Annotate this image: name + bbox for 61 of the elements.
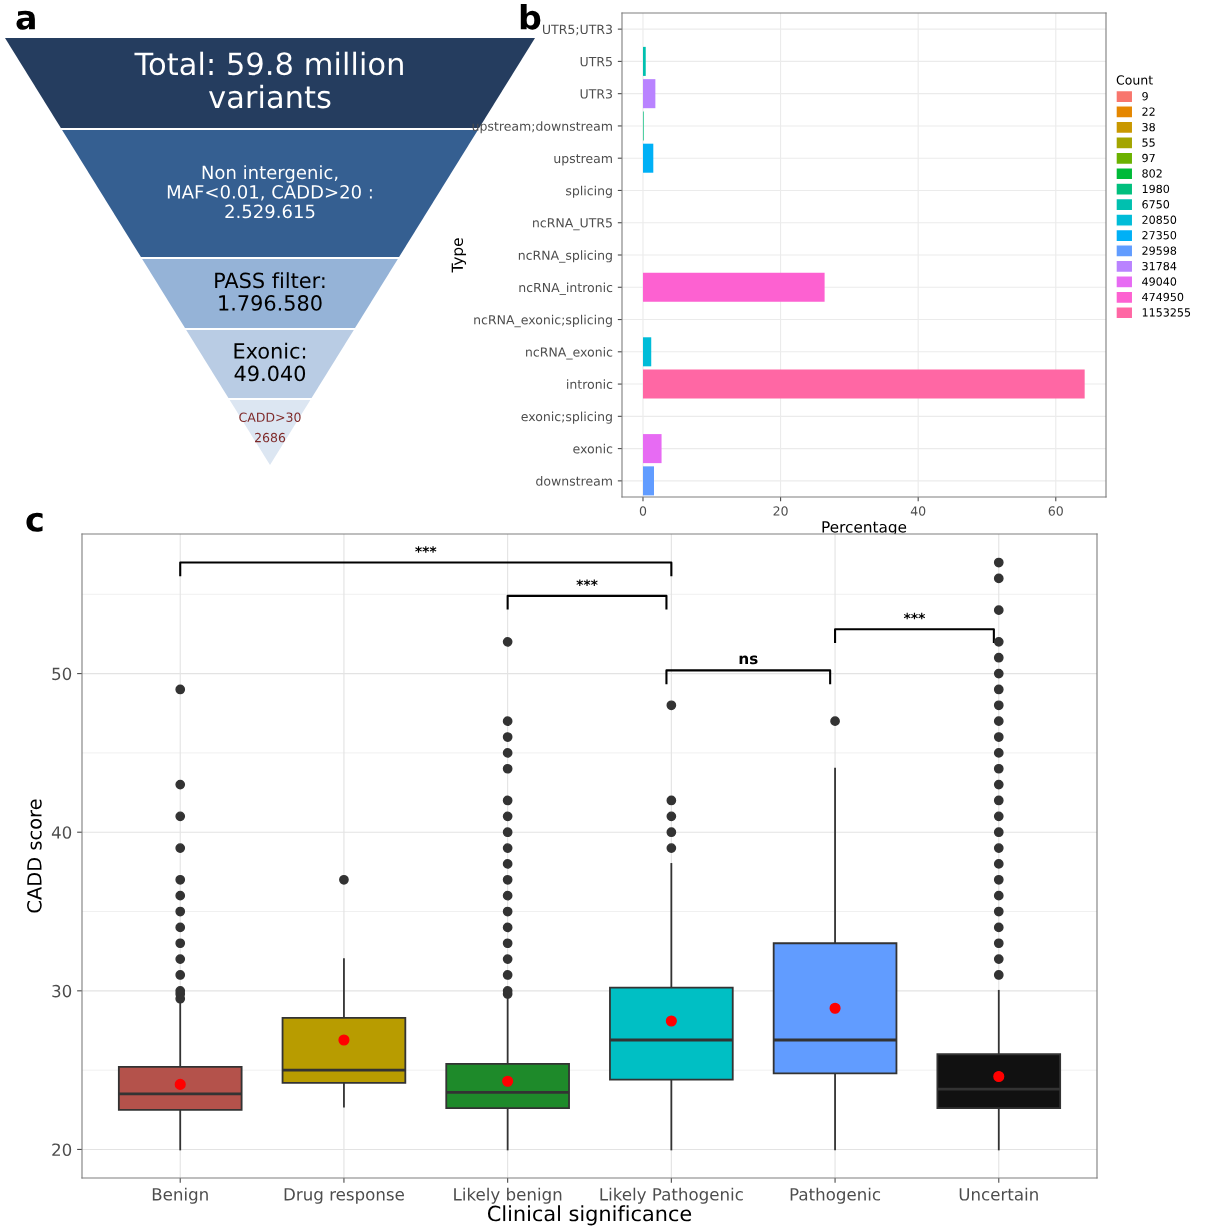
y-tick-label: intronic <box>567 379 613 389</box>
annotation: *** <box>576 579 598 586</box>
y-tick-label: ncRNA_splicing <box>518 250 612 263</box>
x-tick-label: Likely benign <box>454 1187 562 1204</box>
legend-label: 474950 <box>1142 292 1184 302</box>
y-tick-label: downstream <box>536 476 612 486</box>
category-label: Non intergenic, MAF<0.01, CADD>20 : 2.529.615 <box>167 165 372 219</box>
y-tick-label: 20 <box>52 1143 72 1157</box>
x-tick-label: 0 <box>639 506 647 516</box>
legend-label: 1153255 <box>1142 308 1191 317</box>
legend-label: 27350 <box>1142 231 1177 240</box>
legend-label: 38 <box>1142 122 1155 132</box>
x-tick-label: 20 <box>773 506 788 516</box>
y-tick-label: UTR5;UTR3 <box>543 24 612 36</box>
x-tick-label: Likely Pathogenic <box>600 1187 743 1204</box>
category-label: PASS filter: 1.796.580 <box>215 272 325 311</box>
annotation: *** <box>415 546 437 553</box>
y-tick-label: exonic;splicing <box>521 411 612 424</box>
y-tick-label: UTR5 <box>580 57 612 67</box>
legend-label: 22 <box>1142 107 1155 116</box>
y-tick-label: upstream <box>554 154 612 166</box>
annotation: ns <box>739 655 758 665</box>
x-axis-title: Clinical significance <box>487 1205 692 1226</box>
annotation: *** <box>903 612 926 620</box>
y-tick-label: 50 <box>52 667 72 681</box>
y-axis-title: CADD score <box>27 799 42 913</box>
legend-label: 49040 <box>1142 277 1177 286</box>
y-tick-label: ncRNA_UTR5 <box>533 218 612 231</box>
x-tick-label: Pathogenic <box>790 1187 881 1204</box>
y-tick-label: 30 <box>52 984 72 998</box>
y-tick-label: upstream;downstream <box>472 121 612 134</box>
legend-title: Count <box>1116 75 1153 85</box>
legend-label: 9 <box>1142 92 1148 101</box>
y-tick-label: ncRNA_exonic;splicing <box>474 314 612 328</box>
x-tick-label: Benign <box>152 1187 208 1204</box>
y-tick-label: ncRNA_exonic <box>526 347 613 360</box>
legend-label: 31784 <box>1142 261 1177 271</box>
y-tick-label: exonic <box>573 443 613 454</box>
y-axis-title: Type <box>451 238 467 273</box>
y-tick-label: UTR3 <box>580 89 612 99</box>
x-tick-label: Drug response <box>284 1188 404 1204</box>
y-tick-label: ncRNA_intronic <box>519 282 613 295</box>
x-tick-label: 60 <box>1048 506 1063 516</box>
x-tick-label: 40 <box>910 506 926 516</box>
y-tick-label: splicing <box>566 185 612 198</box>
legend-label: 29598 <box>1142 246 1177 255</box>
text: b <box>520 4 541 30</box>
category-label: CADD>30 2686 <box>239 412 301 443</box>
legend-label: 1980 <box>1142 184 1170 194</box>
category-label: Total: 59.8 million variants <box>134 51 403 109</box>
legend-label: 97 <box>1142 153 1155 163</box>
x-axis-title: Percentage <box>822 521 907 536</box>
legend-label: 6750 <box>1142 200 1170 209</box>
legend-label: 55 <box>1142 138 1155 147</box>
text: c <box>26 512 43 532</box>
y-tick-label: 40 <box>51 826 72 839</box>
text: a <box>16 10 35 30</box>
legend-label: 20850 <box>1142 215 1177 224</box>
category-label: Exonic: 49.040 <box>234 342 306 382</box>
x-tick-label: Uncertain <box>959 1187 1038 1201</box>
legend-label: 802 <box>1142 169 1162 178</box>
